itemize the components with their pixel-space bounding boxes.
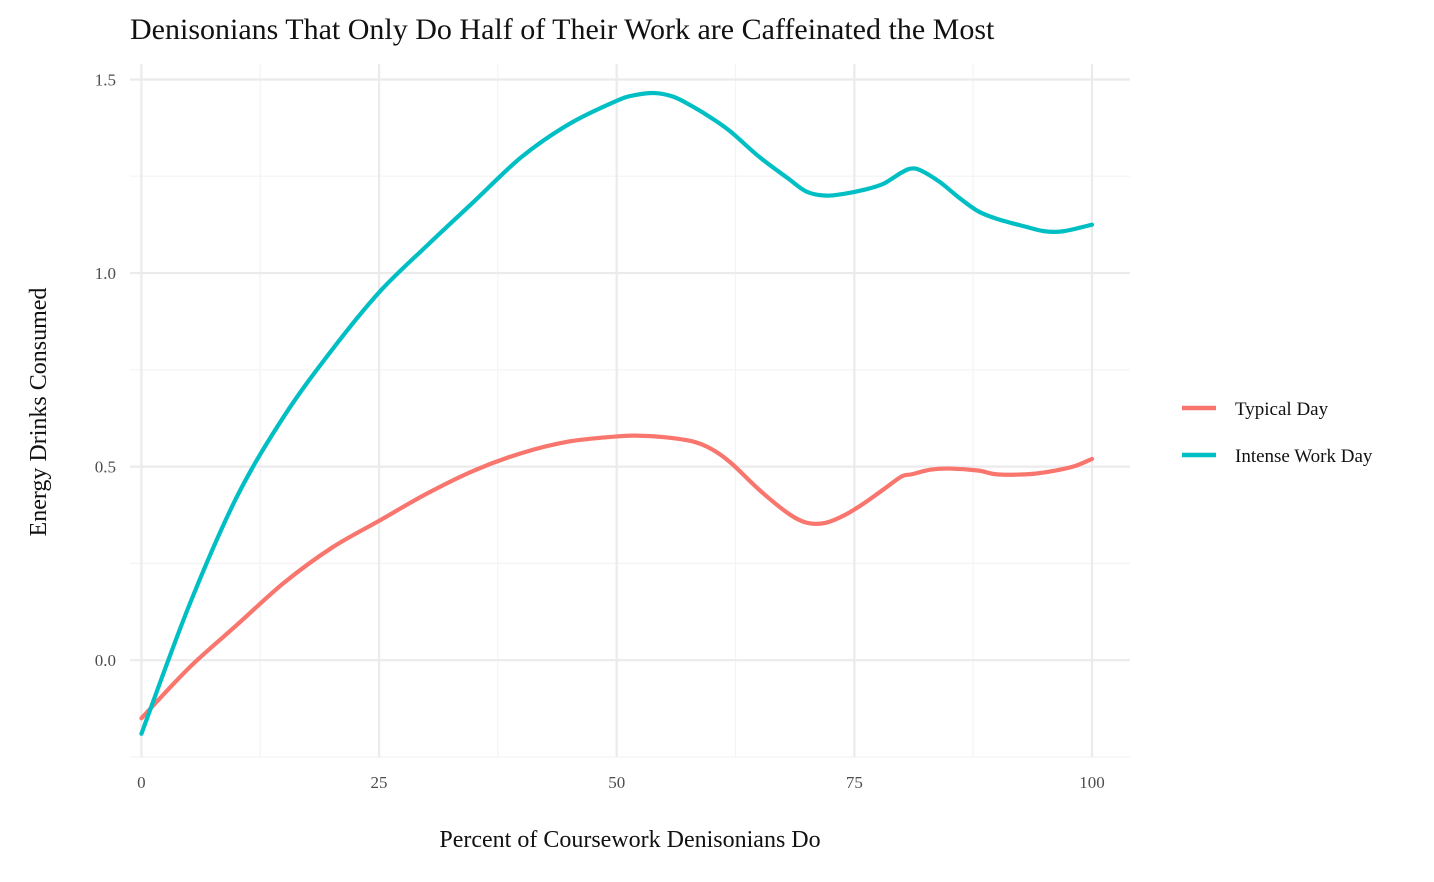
- x-tick-label: 0: [137, 773, 146, 792]
- y-axis-title: Energy Drinks Consumed: [26, 288, 52, 537]
- legend-label-typical-day: Typical Day: [1235, 399, 1329, 420]
- x-tick-label: 25: [371, 773, 388, 792]
- y-tick-label: 1.5: [95, 70, 116, 89]
- x-tick-label: 100: [1079, 773, 1105, 792]
- y-tick-label: 0.5: [95, 458, 116, 477]
- series-line-typical-day: [139, 433, 1095, 721]
- series-lines: [139, 90, 1095, 736]
- grid: [130, 64, 1130, 758]
- chart-title: Denisonians That Only Do Half of Their W…: [130, 13, 995, 46]
- tick-labels: 0 25 50 75 100 0.0 0.5 1.0 1.5: [95, 70, 1105, 792]
- legend: Typical Day Intense Work Day: [1182, 399, 1373, 467]
- legend-label-intense-work-day: Intense Work Day: [1235, 446, 1373, 467]
- y-tick-label: 1.0: [95, 264, 116, 283]
- x-tick-label: 50: [608, 773, 625, 792]
- y-tick-label: 0.0: [95, 651, 116, 670]
- series-line-intense-work-day: [139, 90, 1095, 736]
- x-axis-title: Percent of Coursework Denisonians Do: [439, 827, 820, 853]
- x-tick-label: 75: [846, 773, 863, 792]
